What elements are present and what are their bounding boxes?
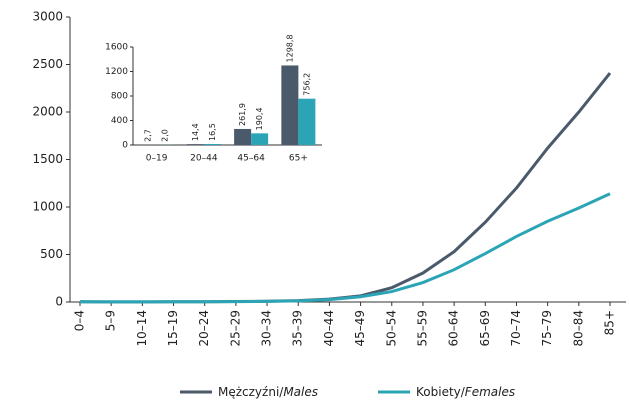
legend-label: Kobiety/Females	[416, 385, 515, 399]
x-tick-label: 85+	[603, 310, 617, 335]
y-tick-label: 1000	[32, 200, 63, 214]
x-tick-label: 50–54	[384, 310, 398, 347]
y-tick-label: 2500	[32, 57, 63, 71]
x-tick-label: 30–34	[260, 310, 274, 347]
y-tick-label: 500	[40, 247, 63, 261]
bar	[234, 128, 252, 145]
value-label: 190,4	[255, 107, 264, 130]
bar	[281, 65, 299, 145]
bar	[186, 144, 204, 145]
y-tick-label: 0	[122, 141, 128, 151]
value-label: 1298,8	[285, 34, 294, 62]
value-label: 16,5	[208, 123, 217, 141]
x-tick-label: 65–69	[478, 310, 492, 347]
x-tick-label: 10–14	[135, 310, 149, 347]
y-tick-label: 1600	[105, 43, 128, 53]
x-tick-label: 20–44	[190, 154, 218, 164]
x-tick-label: 45–49	[353, 310, 367, 347]
y-tick-label: 1200	[105, 67, 128, 77]
x-tick-label: 5–9	[104, 310, 118, 331]
x-tick-label: 60–64	[447, 310, 461, 347]
x-tick-label: 0–19	[146, 154, 168, 164]
value-label: 756,2	[302, 73, 311, 96]
x-tick-label: 45–64	[237, 154, 265, 164]
y-tick-label: 2000	[32, 105, 63, 119]
x-tick-label: 55–59	[415, 310, 429, 347]
line	[79, 192, 611, 304]
value-label: 261,9	[238, 103, 247, 126]
x-tick-label: 80–84	[571, 310, 585, 347]
x-tick-label: 65+	[289, 154, 308, 164]
y-tick-label: 400	[111, 116, 128, 126]
x-tick-label: 35–39	[291, 310, 305, 347]
bar	[203, 143, 221, 145]
x-tick-label: 25–29	[228, 310, 242, 347]
value-label: 14,4	[191, 123, 200, 141]
x-tick-label: 20–24	[197, 310, 211, 347]
y-tick-label: 1500	[32, 152, 63, 166]
x-tick-label: 0–4	[73, 310, 87, 331]
value-label: 2,7	[144, 129, 153, 142]
value-label: 2,0	[161, 129, 170, 142]
x-tick-label: 40–44	[322, 310, 336, 347]
x-tick-label: 70–74	[509, 310, 523, 347]
line	[79, 72, 612, 304]
legend-label: Mężczyźni/Males	[218, 385, 318, 399]
y-tick-label: 0	[55, 295, 63, 309]
bar	[251, 133, 269, 145]
x-tick-label: 75–79	[540, 310, 554, 347]
x-tick-label: 15–19	[166, 310, 180, 347]
y-tick-label: 800	[111, 92, 128, 102]
y-tick-label: 3000	[32, 10, 63, 24]
bar	[298, 98, 316, 145]
